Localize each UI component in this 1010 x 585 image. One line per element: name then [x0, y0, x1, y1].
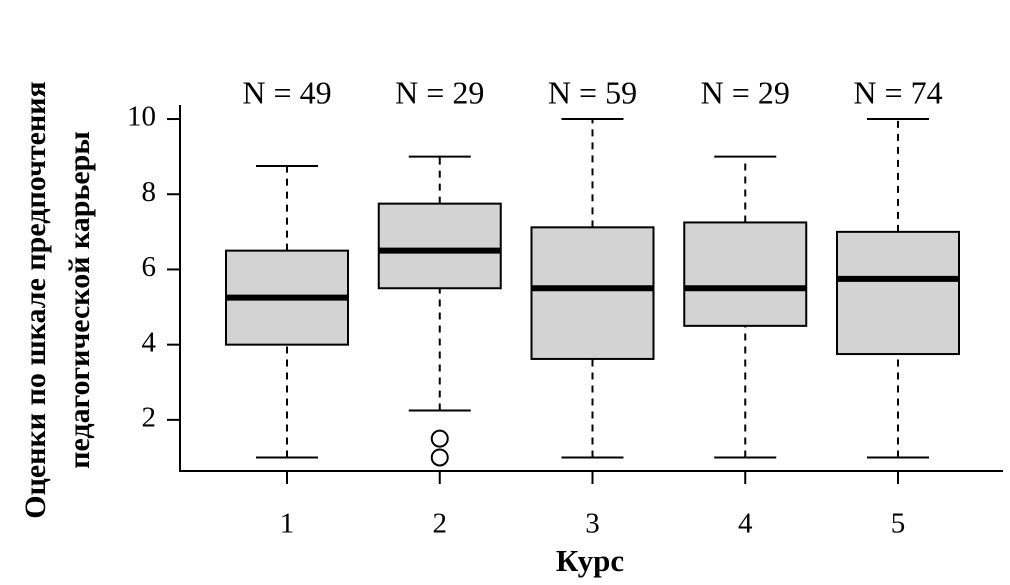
x-tick-label: 3 — [585, 508, 600, 540]
box — [683, 221, 808, 327]
y-axis-label: Оценки по шкале предпочтения — [19, 81, 52, 519]
y-label-group: Оценки по шкале предпочтения педагогичес… — [19, 81, 96, 519]
x-tick-label: 4 — [738, 508, 753, 540]
n-annotation: N = 29 — [701, 74, 790, 110]
y-tick-label: 8 — [142, 176, 157, 208]
outlier — [430, 448, 449, 467]
x-tick-label: 1 — [280, 508, 295, 540]
n-annotation: N = 59 — [548, 74, 637, 110]
box — [836, 230, 960, 356]
x-tick-label: 5 — [891, 508, 906, 540]
y-tick-label: 2 — [142, 402, 157, 434]
y-tick-label: 6 — [142, 251, 157, 283]
outlier — [430, 429, 449, 448]
x-axis-label: Курс — [556, 543, 624, 578]
box — [530, 226, 655, 360]
x-tick-label: 2 — [433, 508, 448, 540]
n-annotation: N = 29 — [395, 74, 484, 110]
n-annotation: N = 49 — [242, 74, 331, 110]
n-annotation: N = 74 — [853, 74, 942, 110]
y-tick-label: 10 — [127, 101, 156, 133]
y-axis-label: педагогической карьеры — [63, 131, 96, 469]
y-tick-label: 4 — [142, 326, 157, 358]
box — [377, 202, 502, 290]
